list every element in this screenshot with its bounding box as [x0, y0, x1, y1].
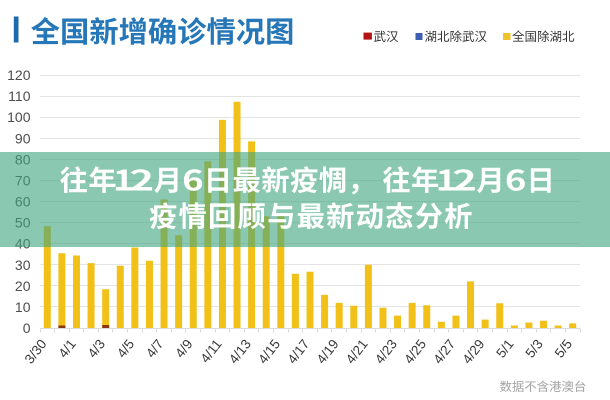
svg-text:0: 0 — [23, 320, 31, 336]
svg-text:30: 30 — [15, 257, 31, 273]
svg-text:20: 20 — [15, 278, 31, 294]
svg-text:100: 100 — [7, 109, 31, 125]
svg-text:10: 10 — [15, 299, 31, 315]
svg-text:110: 110 — [8, 88, 31, 104]
svg-text:120: 120 — [7, 67, 31, 83]
svg-text:90: 90 — [15, 130, 31, 146]
